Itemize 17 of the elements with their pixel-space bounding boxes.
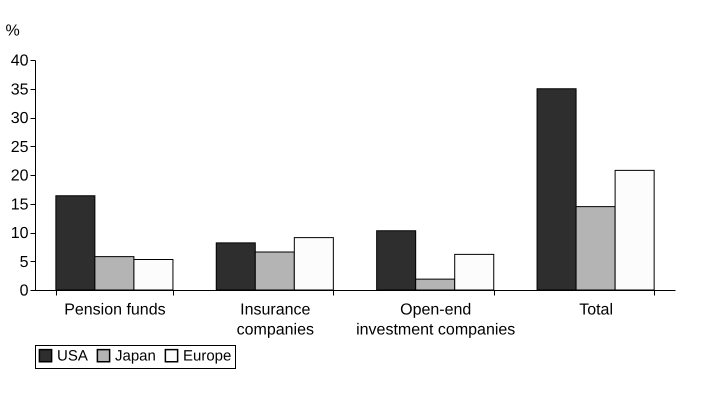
y-tick-label: 20	[10, 168, 29, 184]
legend-label: Japan	[115, 348, 156, 365]
legend-label: USA	[57, 348, 88, 365]
y-tick-label: 30	[10, 110, 29, 127]
y-tick-label: 5	[20, 254, 29, 271]
x-tick-label: Pension funds	[64, 302, 166, 318]
y-axis-title: %	[6, 22, 20, 40]
x-tick-label: Open-end investment companies	[356, 302, 516, 338]
y-tick-label: 0	[20, 282, 29, 300]
x-tick-label: Total	[579, 302, 613, 318]
y-tick-label: 40	[10, 52, 29, 70]
y-tick-label: 25	[10, 138, 29, 156]
y-tick-label: 35	[10, 81, 29, 98]
legend-label: Europe	[183, 348, 232, 365]
y-tick-label: 15	[10, 196, 29, 214]
x-tick-label: Insurance companies	[236, 302, 314, 338]
y-tick-label: 10	[10, 225, 29, 242]
